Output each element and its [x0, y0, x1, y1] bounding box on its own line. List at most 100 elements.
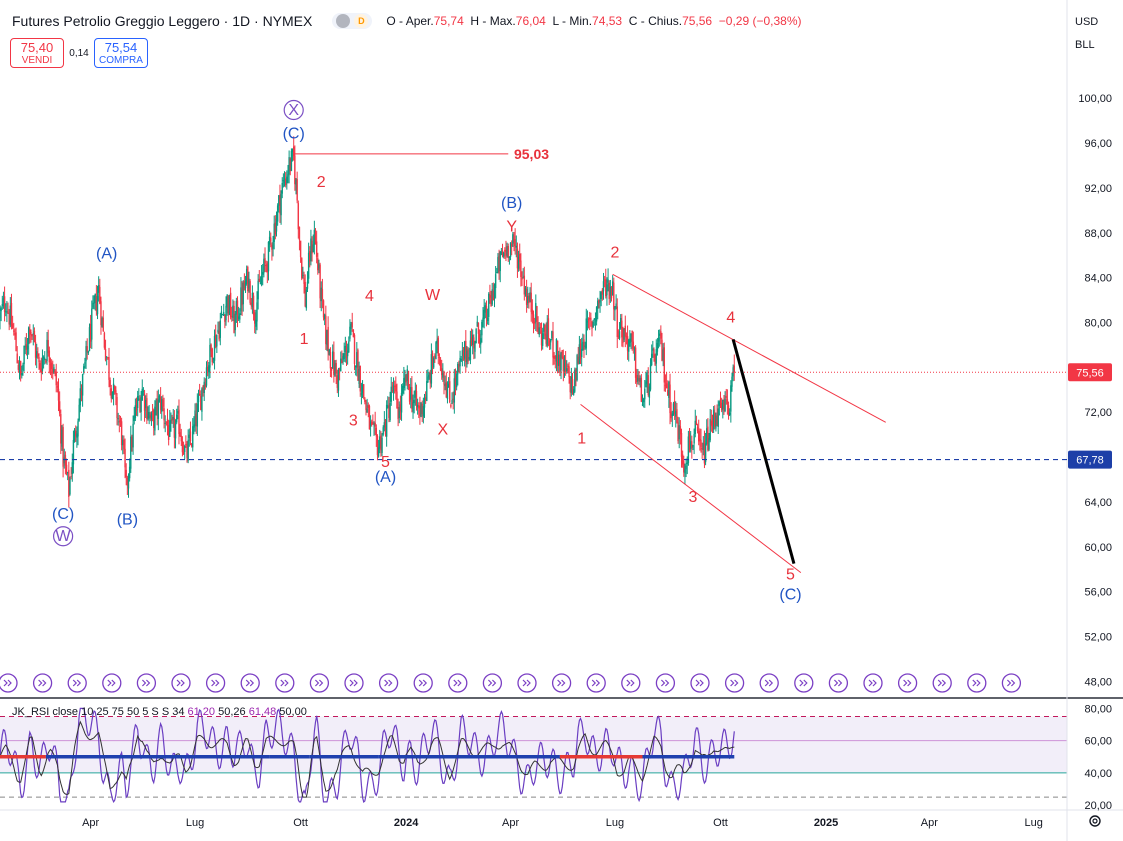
event-marker-icon[interactable]: [136, 673, 157, 693]
event-marker-icon[interactable]: [724, 673, 745, 693]
event-marker-icon[interactable]: [1001, 673, 1022, 693]
candle-body: [594, 318, 597, 320]
event-marker-icon[interactable]: [967, 673, 987, 693]
candle-body: [304, 282, 306, 307]
candle-body: [403, 378, 405, 388]
event-marker-icon[interactable]: [794, 673, 814, 693]
event-marker-icon[interactable]: [517, 673, 537, 693]
candle-body: [25, 344, 28, 350]
event-marker-icon[interactable]: [240, 673, 260, 693]
candle-body: [266, 263, 269, 273]
market-closed-icon[interactable]: [336, 14, 351, 28]
candle-body: [101, 318, 103, 327]
event-marker-icon[interactable]: [621, 673, 641, 693]
candle-body: [315, 241, 318, 257]
candle-body: [509, 242, 512, 257]
channel-upper-line: [612, 273, 886, 423]
candle-body: [58, 401, 61, 414]
symbol-title[interactable]: Futures Petrolio Greggio Leggero · 1D · …: [12, 13, 313, 29]
rsi-slow-line: [0, 720, 735, 798]
candle-body: [598, 299, 600, 304]
candle-body: [11, 323, 14, 328]
candle-body: [562, 356, 565, 372]
candle-body: [249, 281, 251, 303]
event-marker-icon[interactable]: [863, 673, 883, 693]
candle-body: [203, 381, 205, 393]
candle-body: [136, 396, 139, 409]
candle-body: [642, 398, 645, 403]
candle-body: [498, 255, 500, 274]
candle-body: [336, 375, 339, 388]
candle-body: [234, 313, 236, 331]
event-marker-icon[interactable]: [828, 673, 849, 693]
candle-body: [718, 401, 721, 406]
time-tick-label: Lug: [1025, 817, 1043, 829]
event-marker-icon[interactable]: [32, 673, 53, 693]
candle-body: [356, 352, 358, 368]
candle-body: [5, 311, 7, 313]
event-marker-icon[interactable]: [378, 673, 399, 693]
event-marker-icon[interactable]: [413, 673, 433, 693]
event-marker-icon[interactable]: [551, 673, 572, 693]
event-marker-icon[interactable]: [932, 673, 952, 693]
event-marker-icon[interactable]: [759, 673, 779, 693]
currency-button[interactable]: USD: [1075, 16, 1099, 28]
candle-body: [258, 278, 260, 282]
event-marker-icon[interactable]: [171, 673, 191, 693]
event-marker-icon[interactable]: [67, 673, 87, 693]
candle-body: [346, 350, 349, 357]
rsi-pane: [0, 707, 1067, 804]
wave-label: 2: [317, 174, 326, 191]
delayed-data-badge[interactable]: D: [354, 14, 369, 28]
candle-body: [298, 226, 301, 240]
event-marker-icon[interactable]: [205, 673, 226, 693]
candle-body: [256, 302, 258, 322]
candle-body: [501, 250, 504, 256]
wave-label: 1: [300, 331, 309, 348]
event-marker-icon[interactable]: [690, 673, 710, 693]
candle-body: [720, 402, 723, 411]
event-marker-icon[interactable]: [448, 673, 468, 693]
event-marker-icon[interactable]: [309, 673, 330, 693]
event-marker-icon[interactable]: [0, 673, 18, 693]
candle-body: [597, 300, 599, 309]
change-value: −0,29 (−0,38%): [718, 14, 802, 28]
candle-body: [405, 374, 407, 383]
candle-body: [413, 399, 415, 404]
event-marker-icon[interactable]: [482, 673, 503, 693]
candle-body: [691, 441, 693, 448]
rsi-legend[interactable]: JK_RSI close 10 25 75 50 5 S S 34 61,20 …: [12, 706, 307, 718]
candle-body: [704, 443, 707, 463]
candle-body: [119, 419, 122, 422]
settings-gear-icon[interactable]: [1089, 815, 1101, 827]
candle-body: [149, 415, 151, 418]
candle-body: [369, 421, 372, 427]
candle-body: [132, 423, 134, 448]
event-marker-icon[interactable]: [897, 673, 918, 693]
unit-button[interactable]: BLL: [1075, 39, 1095, 51]
event-marker-icon[interactable]: [275, 673, 295, 693]
candle-body: [398, 407, 400, 419]
sell-button[interactable]: 75,40 VENDI: [10, 38, 64, 68]
event-marker-arrow: [280, 679, 289, 687]
candle-body: [64, 454, 67, 466]
candle-body: [210, 344, 212, 352]
event-marker-icon[interactable]: [344, 673, 364, 693]
candle-body: [134, 405, 137, 419]
candle-body: [116, 397, 118, 419]
buy-button[interactable]: 75,54 COMPRA: [94, 38, 148, 68]
wave-label: (C): [779, 587, 801, 604]
candle-body: [517, 256, 520, 269]
buy-label: COMPRA: [99, 55, 143, 66]
event-marker-icon[interactable]: [586, 673, 606, 693]
candle-body: [217, 329, 219, 333]
event-marker-icon[interactable]: [655, 673, 676, 693]
candle-body: [653, 349, 655, 358]
candle-body: [196, 403, 199, 427]
candle-body: [519, 253, 521, 262]
candle-body: [335, 363, 337, 374]
candle-body: [476, 321, 478, 327]
event-marker-icon[interactable]: [102, 673, 122, 693]
